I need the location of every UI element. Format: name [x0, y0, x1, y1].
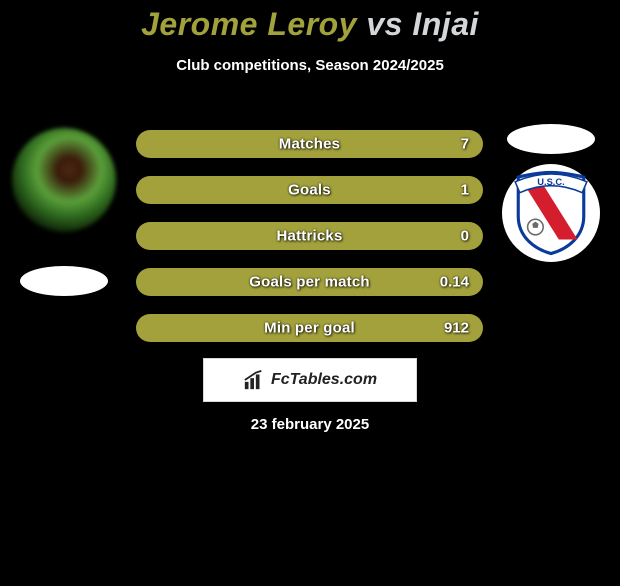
player-b-panel: U.S.C.	[490, 124, 612, 262]
vs-separator: vs	[366, 6, 403, 42]
player-a-flag	[20, 266, 108, 296]
stat-row-hattricks: Hattricks 0	[136, 222, 483, 250]
stat-value: 1	[461, 182, 469, 199]
stat-row-min-per-goal: Min per goal 912	[136, 314, 483, 342]
stat-row-matches: Matches 7	[136, 130, 483, 158]
stat-row-goals: Goals 1	[136, 176, 483, 204]
comparison-title: Jerome Leroy vs Injai	[0, 6, 620, 43]
stat-row-goals-per-match: Goals per match 0.14	[136, 268, 483, 296]
stat-label: Goals per match	[136, 274, 483, 291]
watermark-text: FcTables.com	[271, 371, 377, 389]
player-b-name: Injai	[412, 6, 479, 42]
footer-date: 23 february 2025	[251, 416, 369, 433]
stat-value: 0.14	[440, 274, 469, 291]
stat-value: 0	[461, 228, 469, 245]
stat-value: 912	[444, 320, 469, 337]
player-b-club-badge: U.S.C.	[502, 164, 600, 262]
bar-chart-icon	[243, 369, 265, 391]
stats-bars: Matches 7 Goals 1 Hattricks 0 Goals per …	[136, 130, 483, 360]
stat-label: Min per goal	[136, 320, 483, 337]
subtitle: Club competitions, Season 2024/2025	[0, 57, 620, 74]
stat-label: Goals	[136, 182, 483, 199]
player-a-avatar	[12, 128, 116, 232]
stat-label: Matches	[136, 136, 483, 153]
player-a-name: Jerome Leroy	[141, 6, 357, 42]
watermark-box: FcTables.com	[203, 358, 417, 402]
player-b-flag	[507, 124, 595, 154]
badge-letters: U.S.C.	[537, 177, 565, 187]
shield-icon: U.S.C.	[512, 169, 590, 257]
stat-label: Hattricks	[136, 228, 483, 245]
stat-value: 7	[461, 136, 469, 153]
player-a-panel	[8, 128, 120, 296]
